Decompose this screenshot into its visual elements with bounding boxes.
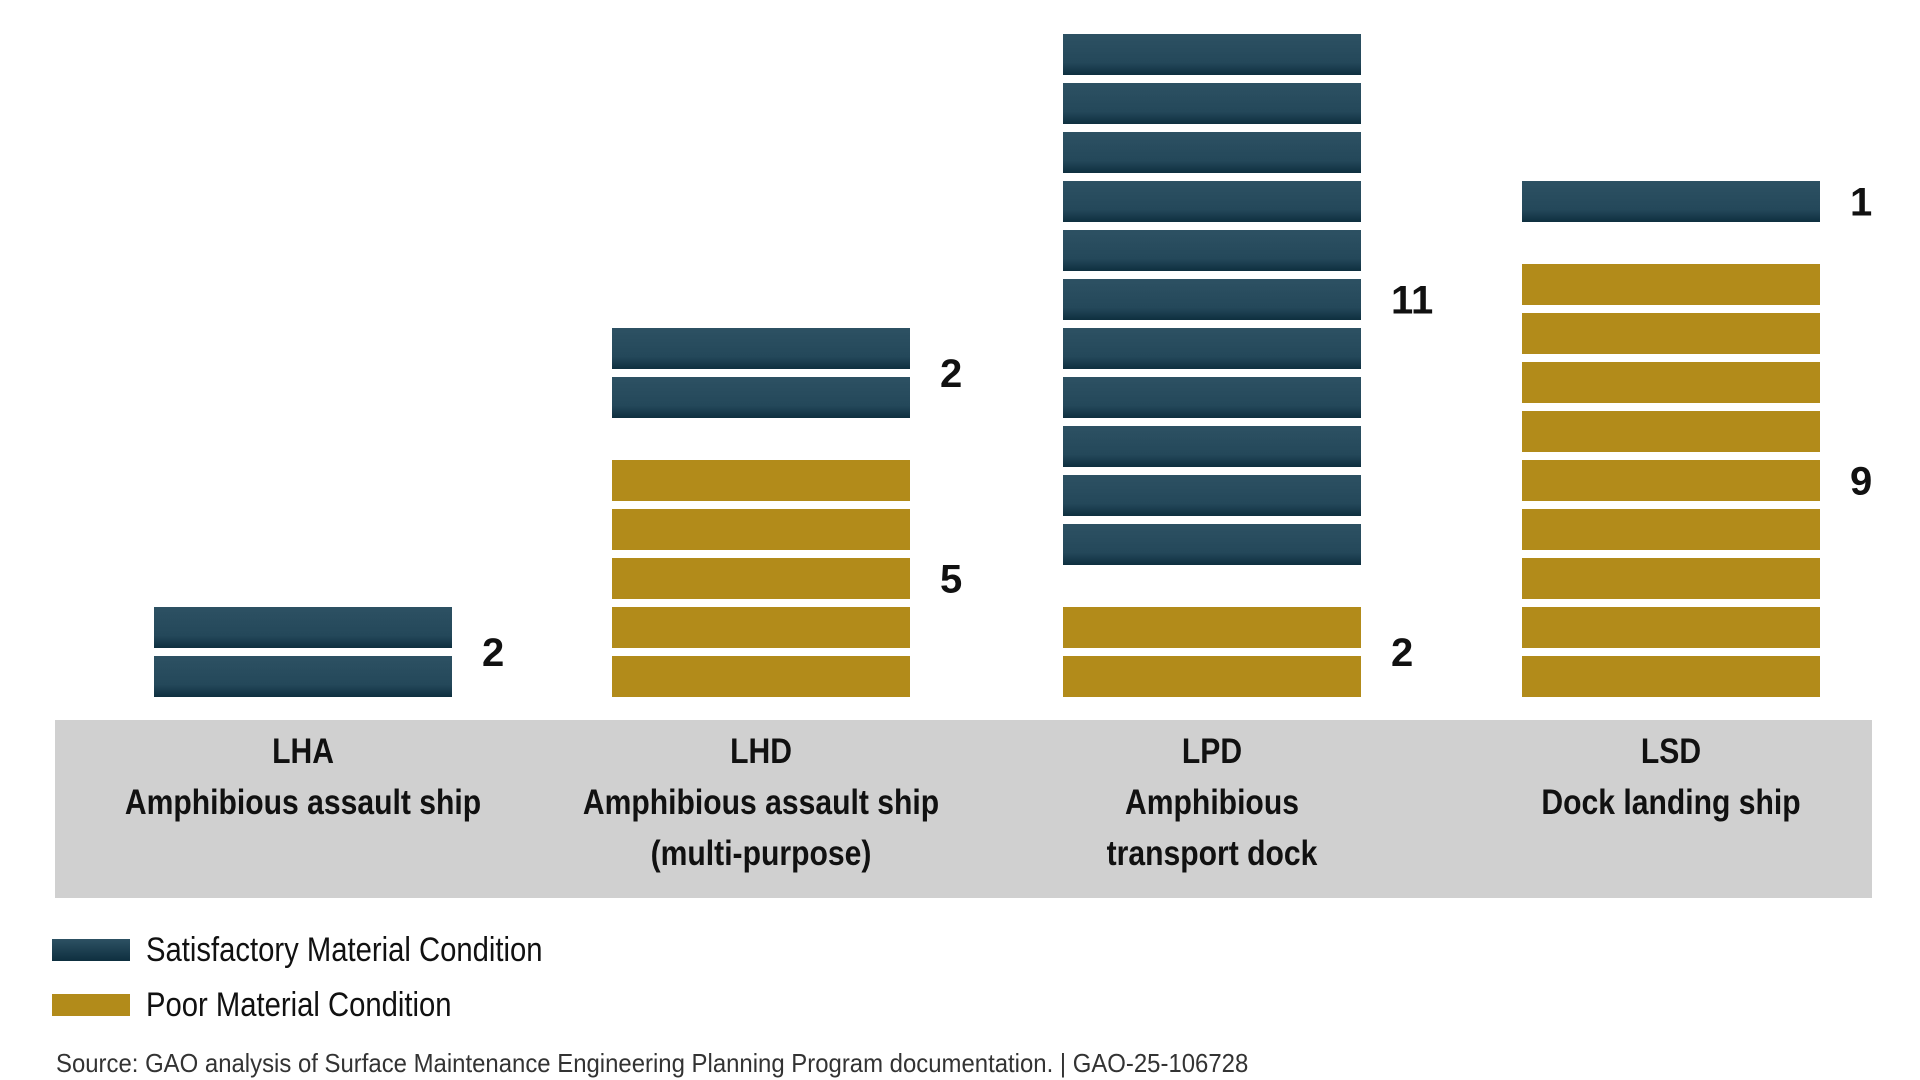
category-label-line: Amphibious <box>1125 783 1299 822</box>
bar-satisfactory-unit <box>1063 328 1361 369</box>
bar-satisfactory-unit <box>1063 475 1361 516</box>
bar-poor-unit <box>1522 558 1820 599</box>
bar-poor-unit <box>1522 656 1820 697</box>
bar-poor-unit <box>612 509 910 550</box>
bar-satisfactory-unit <box>1522 181 1820 222</box>
bar-satisfactory-unit <box>1063 524 1361 565</box>
bar-poor-unit <box>1522 411 1820 452</box>
source-note: Source: GAO analysis of Surface Maintena… <box>56 1048 1249 1078</box>
bar-poor-unit <box>1522 509 1820 550</box>
bar-satisfactory-unit <box>154 607 452 648</box>
data-label-poor: 2 <box>1391 631 1413 675</box>
data-label-satisfactory: 11 <box>1391 279 1433 323</box>
category-label-line: Amphibious assault ship <box>582 783 940 822</box>
legend-label: Poor Material Condition <box>146 985 452 1024</box>
bar-poor-unit <box>1522 607 1820 648</box>
legend-item-satisfactory: Satisfactory Material Condition <box>52 930 607 970</box>
category-label-line: LPD <box>1181 732 1243 771</box>
bar-poor-unit <box>1063 656 1361 697</box>
bar-poor-unit <box>612 558 910 599</box>
data-label-poor: 9 <box>1850 460 1872 504</box>
category-label-line: transport dock <box>1106 834 1318 873</box>
data-label-poor: 5 <box>940 558 962 602</box>
bar-poor-unit <box>1522 313 1820 354</box>
category-label-line: LHD <box>730 732 792 771</box>
category-label-line: Dock landing ship <box>1541 783 1801 822</box>
category-label-line: LSD <box>1640 732 1702 771</box>
legend-item-poor: Poor Material Condition <box>52 985 501 1025</box>
bar-satisfactory-unit <box>612 328 910 369</box>
bars: 2 5 2 2 11 9 1 <box>154 34 1872 697</box>
bar-poor-unit <box>612 460 910 501</box>
category-band <box>55 720 1872 898</box>
bar-poor-unit <box>612 656 910 697</box>
data-label-satisfactory: 2 <box>940 352 962 396</box>
category-label-lha: LHA Amphibious assault ship <box>114 726 492 828</box>
bar-satisfactory-unit <box>154 656 452 697</box>
category-label-line: (multi-purpose) <box>650 834 872 873</box>
bar-poor-unit <box>1522 264 1820 305</box>
category-label-line: Amphibious assault ship <box>124 783 482 822</box>
category-label-lpd: LPD Amphibious transport dock <box>1023 726 1401 879</box>
bar-satisfactory-unit <box>1063 230 1361 271</box>
legend-swatch-poor <box>52 994 130 1016</box>
bar-poor-unit <box>1522 362 1820 403</box>
bar-poor-unit <box>1522 460 1820 501</box>
bar-satisfactory-unit <box>1063 279 1361 320</box>
bar-satisfactory-unit <box>1063 34 1361 75</box>
category-label-line: LHA <box>272 732 334 771</box>
legend-swatch-satisfactory <box>52 939 130 961</box>
bar-satisfactory-unit <box>1063 83 1361 124</box>
bar-poor-unit <box>1063 607 1361 648</box>
category-label-lhd: LHD Amphibious assault ship (multi-purpose… <box>572 726 950 879</box>
legend-label: Satisfactory Material Condition <box>146 930 543 969</box>
bar-satisfactory-unit <box>1063 132 1361 173</box>
bar-satisfactory-unit <box>612 377 910 418</box>
bar-satisfactory-unit <box>1063 377 1361 418</box>
bar-satisfactory-unit <box>1063 181 1361 222</box>
data-label-satisfactory: 2 <box>482 631 504 675</box>
bar-poor-unit <box>612 607 910 648</box>
category-label-lsd: LSD Dock landing ship <box>1482 726 1860 828</box>
data-label-satisfactory: 1 <box>1850 181 1872 225</box>
bar-satisfactory-unit <box>1063 426 1361 467</box>
